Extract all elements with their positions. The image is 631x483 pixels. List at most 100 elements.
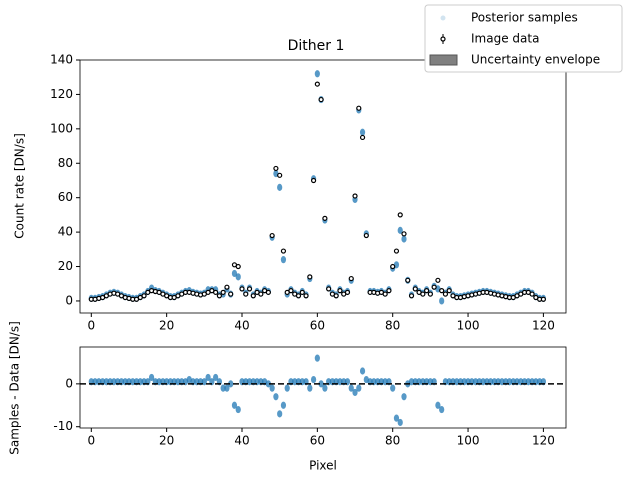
posterior-sample: [235, 405, 241, 414]
x-tick-label: 40: [234, 434, 249, 448]
x-tick-label: 120: [532, 319, 555, 333]
legend: Posterior samples Image data Uncertainty e…: [424, 4, 623, 73]
posterior-sample: [224, 384, 230, 392]
data-point: [356, 105, 362, 111]
posterior-sample: [401, 235, 407, 243]
posterior-sample: [322, 384, 328, 392]
legend-label: Posterior samples: [471, 11, 578, 25]
y-tick-label: 80: [58, 156, 73, 170]
legend-label: Uncertainty envelope: [471, 53, 600, 67]
data-point: [393, 248, 400, 254]
data-point: [333, 293, 339, 299]
data-point: [303, 293, 309, 299]
data-point: [446, 288, 452, 294]
data-point: [529, 291, 535, 297]
data-point: [216, 293, 222, 299]
data-point: [220, 289, 226, 295]
data-point: [318, 96, 324, 103]
legend-swatch: [429, 54, 458, 66]
data-point: [299, 289, 305, 295]
data-point: [363, 232, 369, 239]
data-point: [213, 289, 219, 295]
y-axis-label: Count rate [DN/s]: [13, 133, 27, 239]
posterior-sample: [352, 388, 358, 397]
data-point: [397, 212, 403, 218]
x-tick-label: 60: [310, 434, 325, 448]
x-axis-label: Pixel: [309, 459, 337, 473]
posterior-sample: [401, 393, 407, 401]
data-point: [250, 293, 256, 299]
posterior-sample: [356, 384, 362, 392]
y-tick-label: 60: [58, 190, 73, 204]
legend-box: [424, 4, 623, 73]
x-tick-label: 20: [159, 434, 174, 448]
posterior-sample: [314, 70, 320, 78]
posterior-sample: [213, 373, 219, 382]
data-point: [295, 293, 302, 299]
posterior-sample: [273, 393, 279, 401]
y-tick-label: 40: [58, 225, 73, 239]
data-point: [359, 134, 366, 141]
x-tick-label: 100: [457, 319, 480, 333]
legend-label: Image data: [471, 32, 539, 46]
data-point: [382, 291, 388, 297]
posterior-sample: [280, 256, 287, 264]
data-point: [228, 291, 234, 297]
data-point: [420, 291, 426, 297]
data-point: [442, 291, 449, 297]
data-point: [235, 263, 241, 270]
x-tick-label: 60: [310, 319, 325, 333]
y-axis-label: Samples - Data [DN/s]: [8, 321, 22, 455]
axes-frame: [79, 59, 567, 314]
data-point: [326, 286, 332, 292]
posterior-sample: [201, 378, 207, 386]
y-tick-label: 140: [50, 53, 73, 67]
posterior-sample: [314, 354, 320, 362]
posterior-sample: [277, 183, 283, 191]
legend-swatch: [440, 36, 446, 42]
x-tick-label: 40: [234, 319, 249, 333]
axes-frame: [79, 346, 567, 429]
posterior-sample: [231, 401, 238, 409]
x-tick-label: 80: [385, 434, 400, 448]
x-tick-label: 120: [532, 434, 555, 448]
data-point: [269, 232, 275, 239]
data-point: [344, 289, 351, 295]
data-point: [435, 277, 441, 283]
data-point: [408, 293, 415, 299]
data-point: [427, 291, 433, 297]
posterior-sample: [228, 380, 234, 388]
data-point: [243, 291, 249, 297]
posterior-sample: [265, 380, 271, 388]
y-tick-label: 20: [58, 259, 73, 273]
data-point: [322, 215, 328, 221]
data-point: [288, 288, 294, 294]
data-point: [277, 172, 283, 178]
posterior-sample: [277, 410, 283, 418]
posterior-sample: [348, 384, 354, 392]
data-point: [258, 291, 264, 297]
posterior-sample: [318, 380, 324, 388]
posterior-sample: [269, 384, 275, 392]
data-point: [390, 263, 396, 270]
data-point: [352, 193, 358, 199]
data-point: [439, 288, 445, 294]
data-point: [348, 275, 354, 282]
x-tick-label: 0: [87, 319, 95, 333]
posterior-sample: [359, 367, 366, 375]
data-point: [273, 165, 279, 172]
data-point: [246, 286, 253, 292]
data-point: [307, 274, 313, 280]
posterior-sample: [307, 384, 313, 392]
y-tick-label: 120: [50, 87, 73, 101]
data-point: [280, 248, 287, 254]
posterior-sample: [284, 384, 290, 392]
posterior-sample: [205, 373, 211, 382]
data-point: [540, 296, 546, 302]
posterior-sample: [359, 128, 366, 136]
posterior-sample: [435, 401, 441, 409]
y-tick-label: 0: [65, 293, 73, 307]
x-tick-label: 20: [159, 319, 174, 333]
data-point: [310, 177, 317, 184]
posterior-sample: [235, 273, 241, 281]
